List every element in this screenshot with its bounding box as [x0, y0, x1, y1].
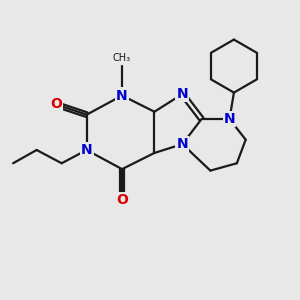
Text: N: N [224, 112, 235, 126]
Text: N: N [81, 143, 92, 157]
Text: N: N [177, 87, 188, 101]
Text: N: N [177, 137, 188, 151]
Text: O: O [50, 98, 62, 111]
Text: CH₃: CH₃ [113, 53, 131, 63]
Text: O: O [116, 193, 128, 207]
Text: N: N [116, 88, 128, 103]
